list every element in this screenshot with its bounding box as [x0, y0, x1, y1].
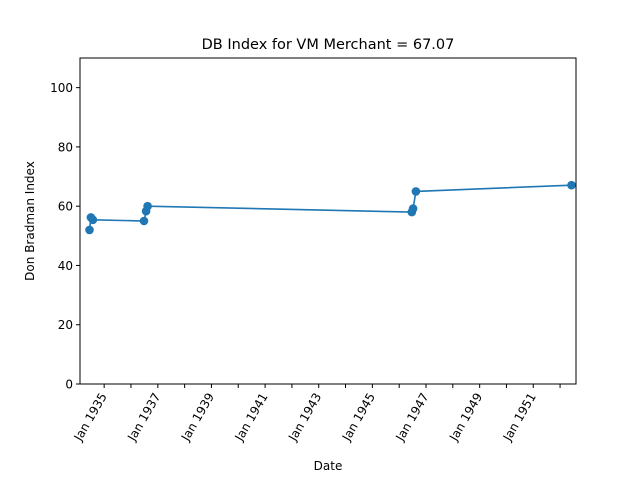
x-axis-label: Date [314, 459, 343, 473]
y-tick-label: 20 [58, 318, 73, 332]
data-point [85, 225, 94, 235]
y-axis-label: Don Bradman Index [23, 161, 37, 281]
data-point [411, 187, 421, 196]
y-tick-label: 40 [58, 259, 73, 273]
data-point [88, 215, 98, 225]
y-tick-label: 0 [65, 378, 73, 392]
data-point [408, 204, 418, 213]
data-point [143, 201, 152, 211]
chart-title: DB Index for VM Merchant = 67.07 [202, 37, 455, 53]
y-tick-label: 100 [50, 81, 73, 95]
y-tick-label: 80 [58, 140, 73, 154]
plot-frame [79, 57, 577, 385]
data-point [139, 216, 149, 226]
y-tick-label: 60 [58, 200, 73, 214]
data-point [567, 180, 576, 190]
